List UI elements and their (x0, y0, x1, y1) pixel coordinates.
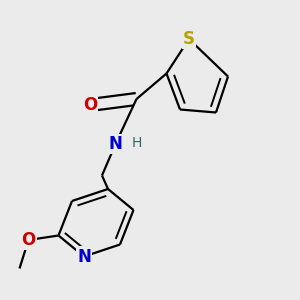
Text: H: H (132, 136, 142, 150)
Text: N: N (109, 135, 122, 153)
Text: O: O (21, 231, 36, 249)
Text: S: S (183, 30, 195, 48)
Text: O: O (83, 96, 97, 114)
Text: N: N (77, 248, 91, 266)
